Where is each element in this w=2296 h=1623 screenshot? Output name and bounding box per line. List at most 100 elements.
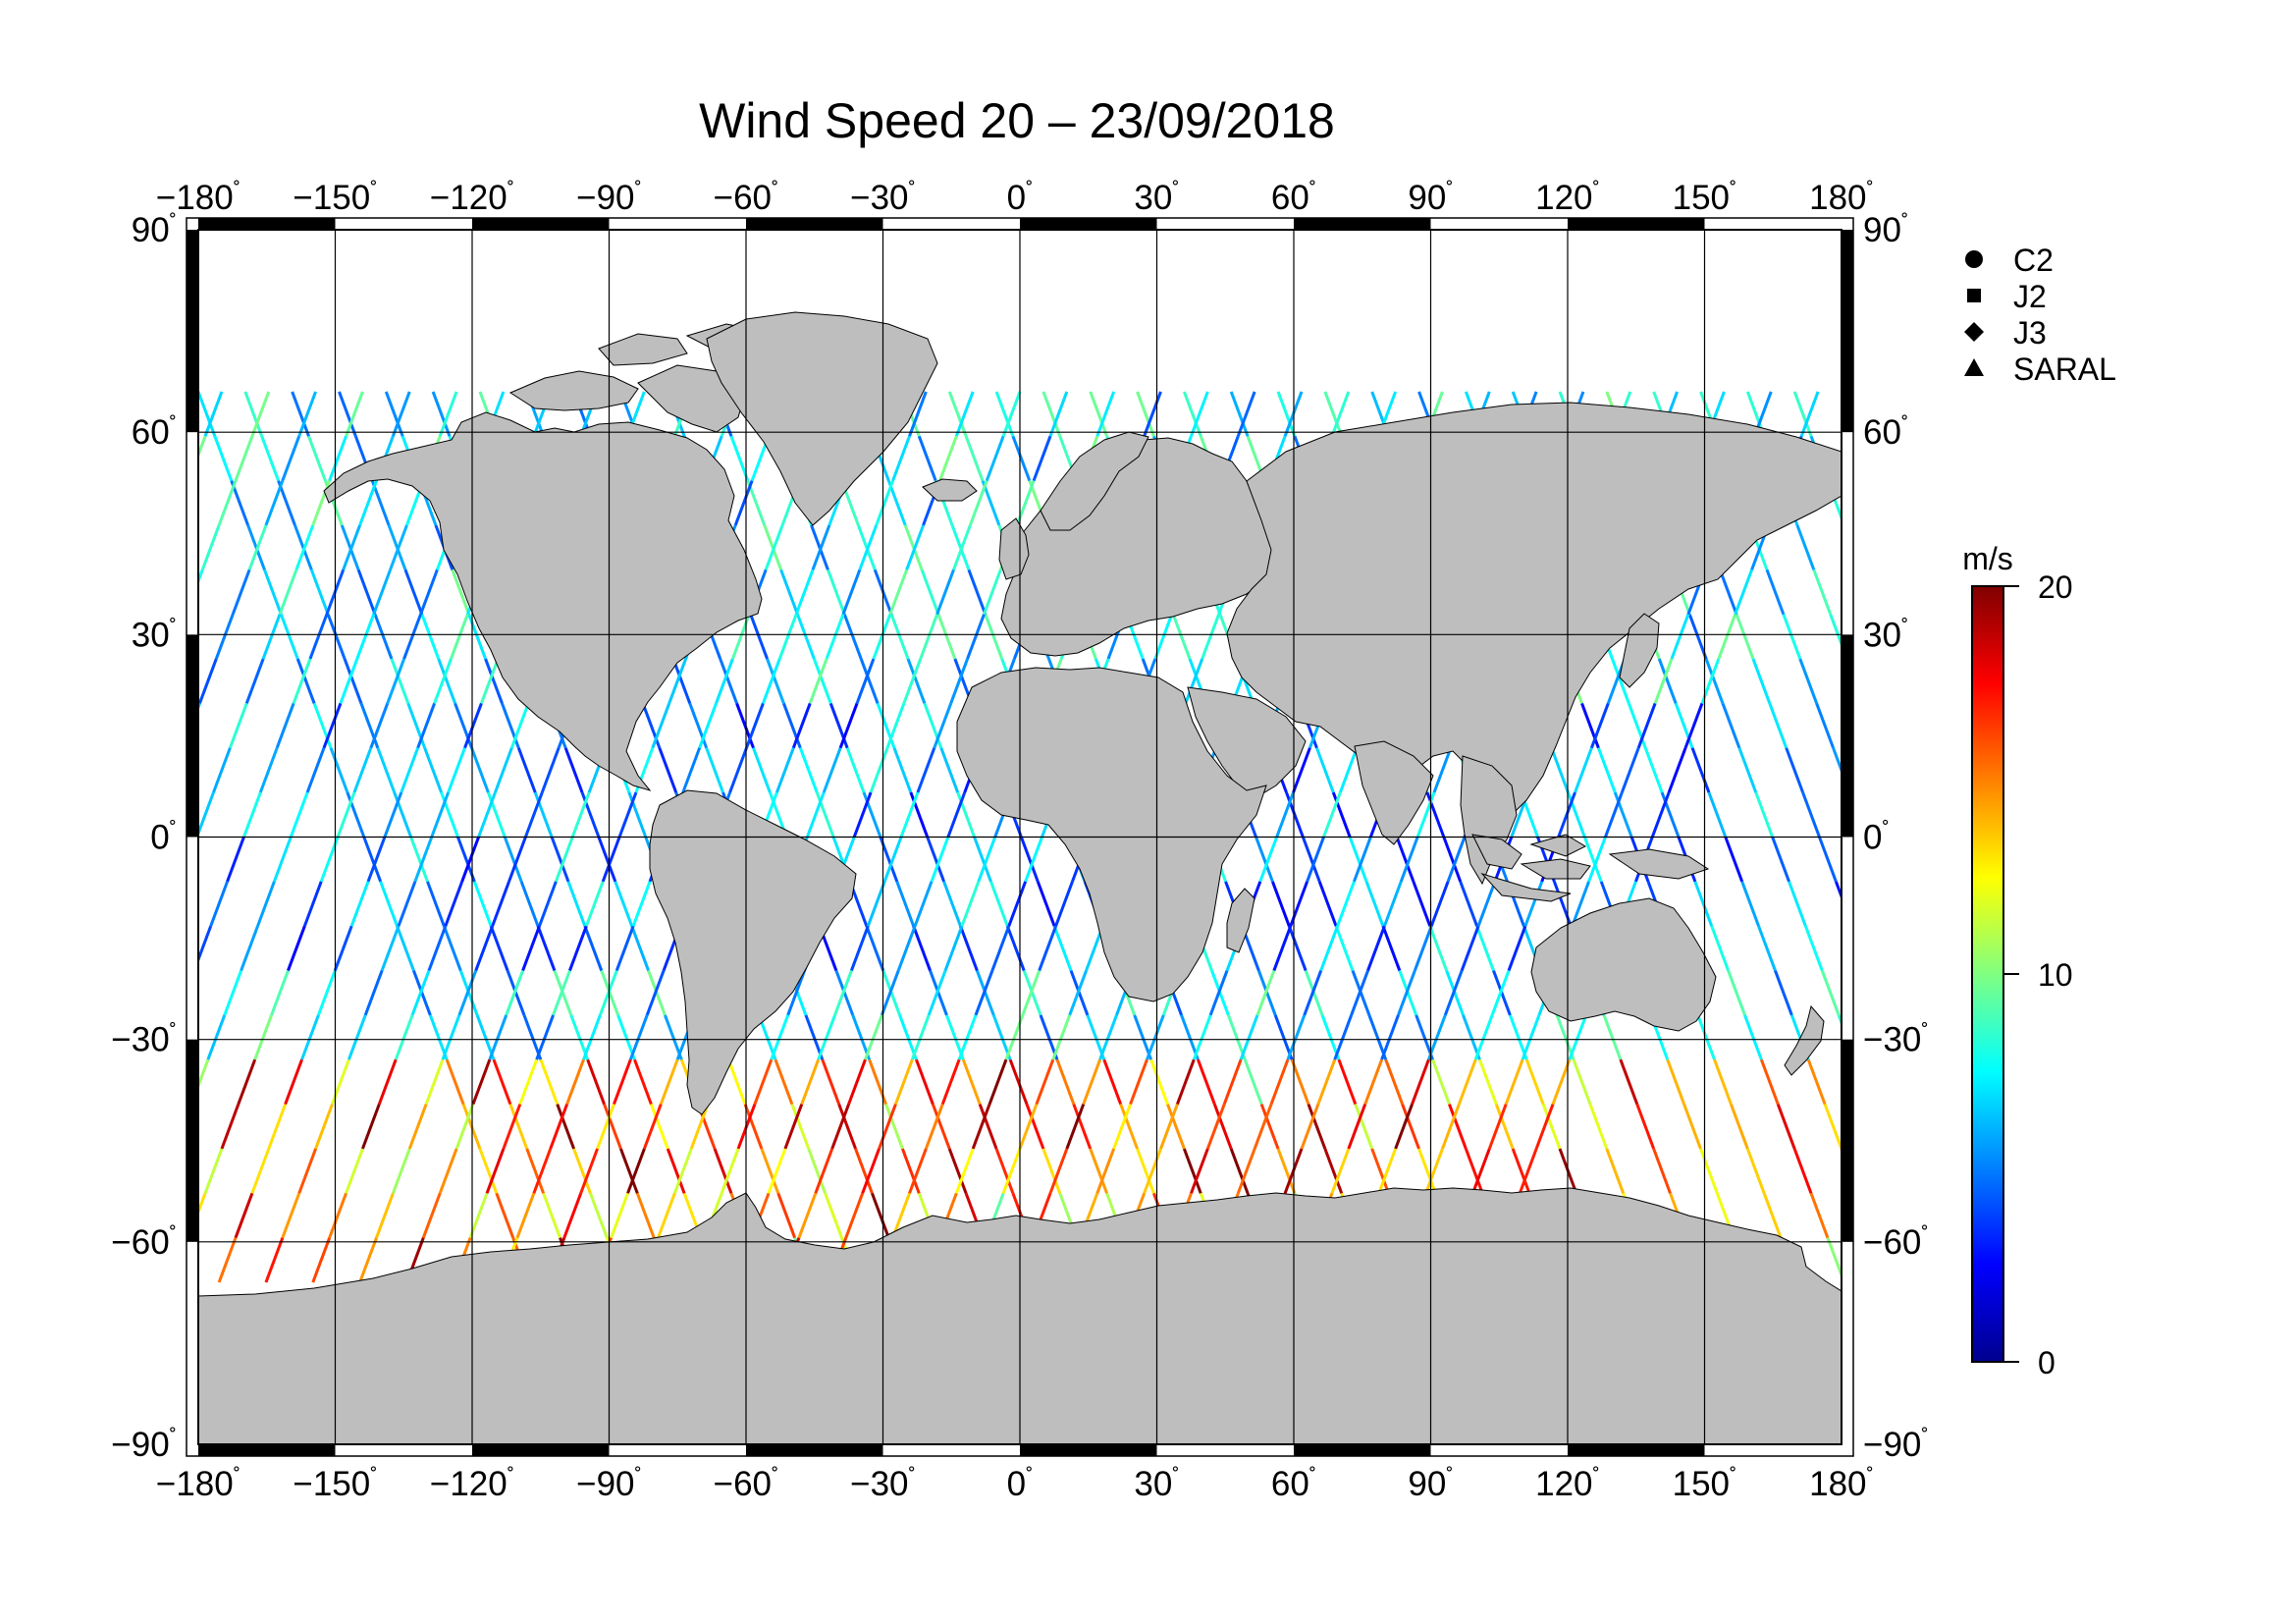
land-greenland xyxy=(706,311,938,526)
track-segment xyxy=(565,1058,585,1106)
track-segment xyxy=(120,748,136,792)
track-segment xyxy=(913,881,934,927)
track-segment xyxy=(361,1104,381,1150)
track-segment xyxy=(959,925,979,972)
track-segment xyxy=(80,1105,97,1149)
track-segment xyxy=(774,1058,794,1106)
track-segment xyxy=(307,435,327,482)
track-segment xyxy=(1011,435,1032,482)
track-segment xyxy=(988,1058,1008,1106)
track-segment xyxy=(1704,658,1725,704)
track-segment xyxy=(1718,568,1738,616)
track-segment xyxy=(1330,391,1351,437)
track-segment xyxy=(153,659,170,703)
track-segment xyxy=(1428,925,1449,972)
track-segment xyxy=(1511,1148,1531,1194)
track-segment xyxy=(263,568,283,616)
track-segment xyxy=(358,480,378,526)
track-segment xyxy=(1490,970,1511,1016)
track-segment xyxy=(155,525,172,569)
track-segment xyxy=(2015,1238,2032,1282)
track-segment xyxy=(1143,1148,1162,1194)
track-segment xyxy=(438,391,458,437)
track-segment xyxy=(1337,1058,1358,1106)
track-segment xyxy=(1095,1148,1116,1194)
land-iceland xyxy=(922,478,978,502)
track-segment xyxy=(1785,747,1805,793)
track-segment xyxy=(566,881,587,927)
track-segment xyxy=(1377,1148,1398,1194)
track-segment xyxy=(563,747,584,793)
track-segment xyxy=(1927,748,1944,792)
track-segment xyxy=(403,568,424,616)
track-segment xyxy=(847,1058,867,1106)
track-segment xyxy=(905,524,925,570)
track-segment xyxy=(837,1104,857,1150)
track-segment xyxy=(220,1104,240,1150)
track-segment xyxy=(309,568,330,616)
track-segment xyxy=(1338,747,1359,793)
track-segment xyxy=(946,791,967,839)
track-segment xyxy=(518,1058,539,1106)
track-segment xyxy=(2062,1238,2079,1282)
latitude-labels-left: 90˚ 60˚ 30˚ 0˚ −30˚ −60˚ −90˚ xyxy=(111,210,177,1464)
track-segment xyxy=(1119,1104,1139,1150)
track-segment xyxy=(1788,881,1807,927)
track-segment xyxy=(410,970,431,1016)
track-segment xyxy=(521,925,541,972)
track-segment xyxy=(358,1237,378,1283)
track-segment xyxy=(339,658,359,704)
track-segment xyxy=(375,1192,395,1239)
latitude-tick-label: 60˚ xyxy=(132,412,177,452)
track-segment xyxy=(841,568,862,616)
track-segment xyxy=(209,881,229,927)
track-segment xyxy=(926,836,946,883)
track-segment xyxy=(957,1014,978,1060)
track-segment xyxy=(1322,791,1342,839)
track-segment xyxy=(1815,702,1835,749)
track-segment xyxy=(1354,1104,1374,1150)
track-segment xyxy=(1411,1058,1430,1106)
track-segment xyxy=(525,1148,546,1194)
track-segment xyxy=(384,391,404,437)
track-segment xyxy=(1068,970,1088,1016)
track-segment xyxy=(1048,391,1069,437)
track-segment xyxy=(550,836,570,883)
track-segment xyxy=(1300,1104,1320,1150)
track-segment xyxy=(940,1058,961,1106)
track-segment xyxy=(896,925,917,972)
track-segment xyxy=(1792,1148,1813,1194)
track-segment xyxy=(1041,1148,1062,1194)
track-segment xyxy=(671,658,692,704)
track-segment xyxy=(642,1104,663,1150)
track-segment xyxy=(973,836,992,883)
track-segment xyxy=(719,658,739,704)
track-segment xyxy=(256,881,276,927)
track-segment xyxy=(1823,1104,1842,1150)
track-segment xyxy=(1427,1014,1447,1060)
track-segment xyxy=(572,1148,592,1194)
track-segment xyxy=(217,1237,238,1283)
track-segment xyxy=(1588,1104,1609,1150)
track-segment xyxy=(349,881,370,927)
track-segment xyxy=(1429,881,1450,927)
track-segment xyxy=(423,747,443,793)
track-segment xyxy=(1471,1148,1491,1194)
track-segment xyxy=(1913,838,1930,882)
track-segment xyxy=(871,1192,890,1239)
latitude-tick-label: −60˚ xyxy=(111,1222,177,1262)
land-india xyxy=(1354,740,1434,845)
latitude-tick-label: −90˚ xyxy=(1863,1425,1929,1464)
track-segment xyxy=(1041,391,1062,437)
track-segment xyxy=(1771,836,1790,883)
frame-bar-left xyxy=(187,634,198,838)
track-segment xyxy=(1861,569,1878,614)
track-segment xyxy=(329,747,349,793)
track-segment xyxy=(133,838,150,882)
frame-bar-top xyxy=(198,218,336,230)
track-segment xyxy=(733,480,754,526)
track-segment xyxy=(289,791,309,839)
track-segment xyxy=(1930,882,1947,926)
track-segment xyxy=(1052,925,1073,972)
track-segment xyxy=(966,614,986,660)
